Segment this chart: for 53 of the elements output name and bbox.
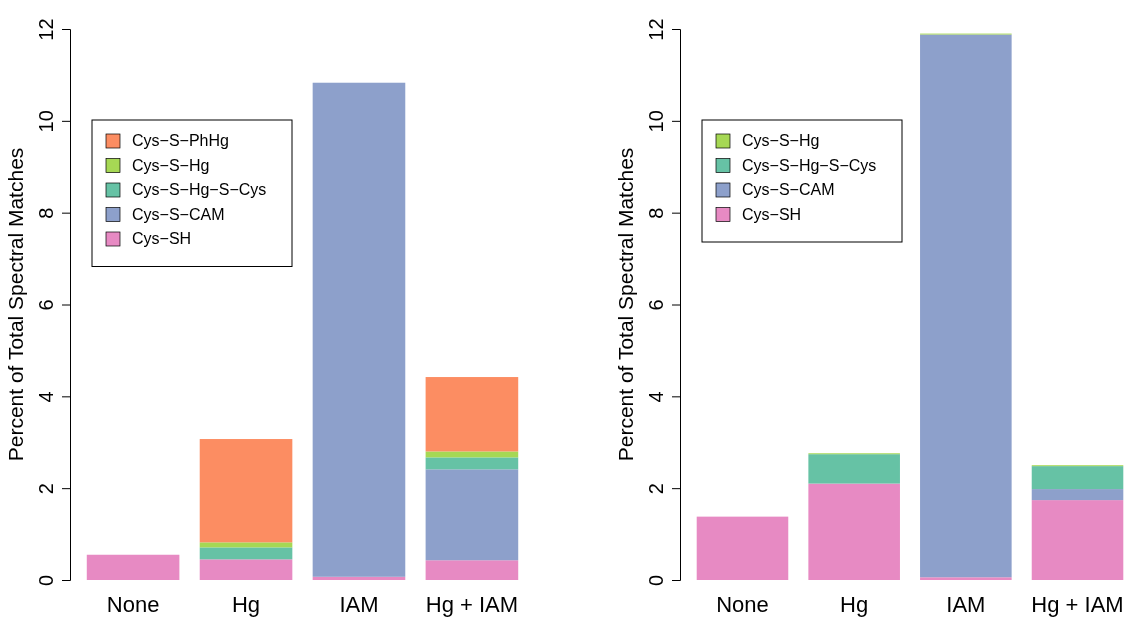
- legend-label: Cys−S−Hg−S−Cys: [742, 156, 877, 174]
- y-axis-title: Percent of Total Spectral Matches: [614, 147, 637, 462]
- legend-label: Cys−SH: [742, 205, 802, 223]
- bar: [425, 457, 519, 470]
- x-tick-label: Hg: [231, 592, 261, 617]
- x-tick-label: Hg: [840, 592, 869, 617]
- legend-label: Cys−S−CAM: [132, 205, 225, 223]
- x-tick-label: None: [716, 592, 769, 617]
- y-tick-label: 2: [35, 483, 57, 495]
- bar: [1031, 489, 1124, 501]
- bar: [199, 542, 293, 548]
- y-tick-label: 0: [35, 574, 57, 587]
- bar: [920, 577, 1012, 580]
- bar: [425, 451, 519, 458]
- bar: [808, 483, 900, 580]
- bar: [425, 560, 519, 580]
- bar: [696, 516, 789, 580]
- y-tick-label: 6: [35, 299, 57, 311]
- y-tick-label: 12: [35, 18, 57, 41]
- bar: [199, 547, 293, 560]
- y-tick-label: 2: [645, 483, 667, 495]
- legend-label: Cys−S−CAM: [742, 181, 835, 198]
- bar: [312, 576, 406, 580]
- y-tick-label: 6: [645, 299, 667, 311]
- bar: [808, 454, 900, 484]
- bar: [920, 34, 1012, 578]
- legend-label: Cys−S−Hg: [132, 156, 210, 174]
- bar: [199, 439, 293, 543]
- y-axis-title: Percent of Total Spectral Matches: [4, 147, 27, 462]
- bar: [86, 554, 180, 580]
- y-tick-label: 4: [35, 391, 57, 403]
- legend-label: Cys−S−PhHg: [132, 132, 229, 149]
- y-tick-label: 10: [645, 110, 667, 133]
- y-tick-label: 0: [645, 574, 667, 587]
- bar: [312, 82, 406, 577]
- x-tick-label: IAM: [946, 592, 986, 617]
- x-tick-label: IAM: [339, 592, 379, 617]
- y-tick-label: 4: [645, 391, 667, 403]
- x-tick-label: None: [106, 592, 160, 617]
- legend-label: Cys−S−Hg: [742, 132, 820, 149]
- bar: [1031, 466, 1124, 490]
- bar: [1031, 500, 1124, 580]
- legend-label: Cys−SH: [132, 230, 192, 247]
- y-tick-label: 12: [645, 18, 667, 41]
- bar: [425, 469, 519, 561]
- y-tick-label: 8: [35, 207, 57, 219]
- bar: [425, 377, 519, 452]
- x-tick-label: Hg + IAM: [425, 592, 519, 617]
- y-tick-label: 8: [645, 207, 667, 219]
- y-tick-label: 10: [35, 110, 57, 133]
- bar: [199, 559, 293, 580]
- x-tick-label: Hg + IAM: [1031, 592, 1124, 617]
- legend-label: Cys−S−Hg−S−Cys: [132, 181, 267, 198]
